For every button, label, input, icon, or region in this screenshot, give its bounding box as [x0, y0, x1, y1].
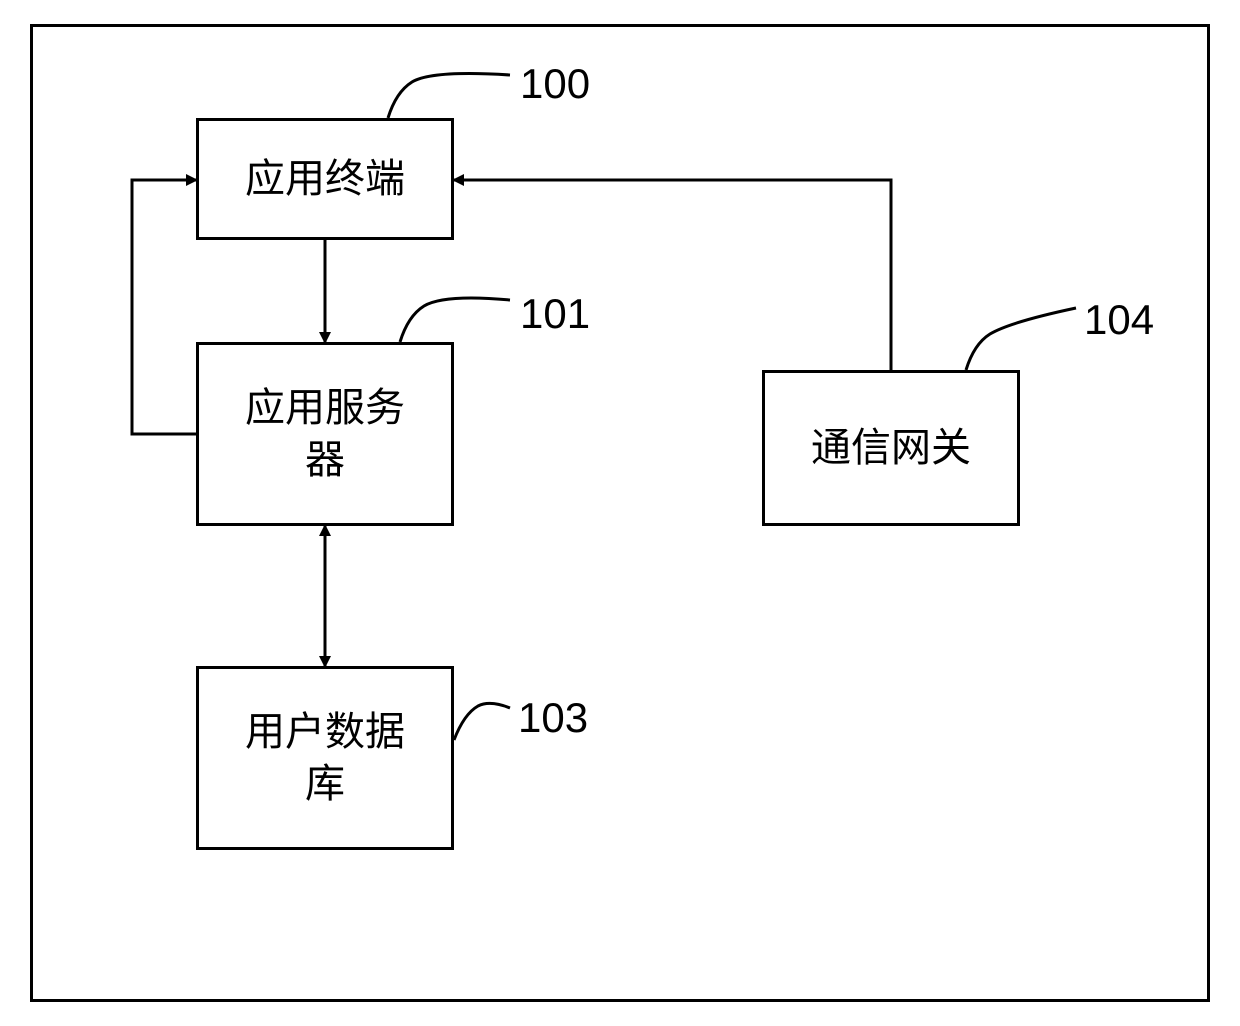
connector-layer	[0, 0, 1240, 1026]
